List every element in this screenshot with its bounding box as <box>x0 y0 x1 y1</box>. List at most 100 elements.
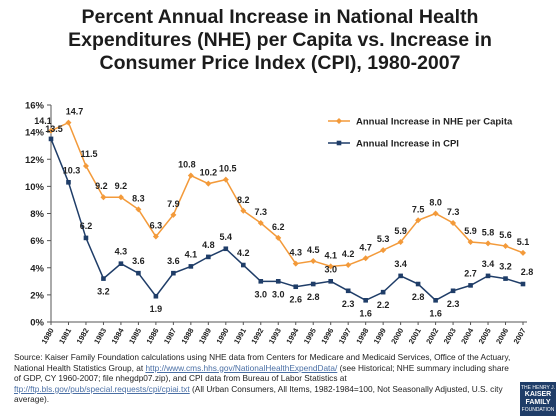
data-point <box>240 262 246 268</box>
data-label: 2.3 <box>342 299 355 309</box>
data-point <box>380 289 386 295</box>
data-label: 1.9 <box>150 304 163 314</box>
data-label: 7.9 <box>167 199 180 209</box>
data-label: 3.6 <box>167 256 180 266</box>
data-point <box>100 194 107 201</box>
data-label: 10.3 <box>63 165 81 175</box>
data-point <box>258 279 264 284</box>
x-tick-label: 2005 <box>477 327 493 346</box>
data-label: 2.8 <box>521 267 534 277</box>
data-label: 7.3 <box>255 207 268 217</box>
data-point <box>292 260 299 267</box>
x-tick-label: 1999 <box>372 327 388 346</box>
x-tick-label: 1995 <box>302 327 318 346</box>
legend-label: Annual Increase in NHE per Capita <box>356 117 513 128</box>
x-tick-label: 1987 <box>162 327 178 346</box>
legend-marker <box>336 140 342 146</box>
x-tick-label: 1996 <box>319 327 335 346</box>
data-point <box>485 240 492 247</box>
data-point <box>415 217 422 224</box>
data-label: 3.4 <box>482 259 495 269</box>
data-point <box>345 288 351 294</box>
data-point <box>398 273 403 279</box>
data-label: 4.1 <box>185 249 198 259</box>
data-label: 4.3 <box>289 248 302 258</box>
data-label: 4.1 <box>324 250 337 260</box>
data-point <box>450 288 456 294</box>
data-label: 4.7 <box>359 242 372 252</box>
x-tick-label: 1992 <box>249 327 265 346</box>
y-tick-label: 16% <box>25 101 45 112</box>
data-point <box>467 238 474 245</box>
source-text-1: Source: Kaiser Family Foundation calcula… <box>14 352 511 373</box>
data-label: 2.6 <box>289 295 302 305</box>
data-label: 5.6 <box>499 230 512 240</box>
x-tick-label: 1982 <box>75 327 91 346</box>
source-text-3: (All Urban Consumers, All Items, 1982-19… <box>14 383 503 405</box>
data-point <box>310 257 317 264</box>
data-label: 2.8 <box>412 292 425 302</box>
y-tick-label: 4% <box>30 263 44 274</box>
data-point <box>118 261 124 266</box>
data-point <box>275 279 281 284</box>
data-label: 8.3 <box>132 193 145 203</box>
x-tick-label: 2003 <box>442 327 458 346</box>
data-point <box>362 255 369 262</box>
data-point <box>222 176 229 183</box>
data-point <box>136 270 141 276</box>
data-label: 6.3 <box>150 221 163 231</box>
y-tick-label: 14% <box>25 128 45 139</box>
data-point <box>503 276 508 281</box>
data-point <box>65 119 72 126</box>
data-point <box>275 234 282 241</box>
data-label: 11.5 <box>80 149 97 159</box>
data-label: 5.4 <box>220 232 233 242</box>
x-tick-label: 1998 <box>354 327 370 346</box>
data-point <box>345 262 352 269</box>
data-label: 10.2 <box>200 168 218 178</box>
data-label: 6.2 <box>272 222 285 232</box>
data-label: 2.8 <box>307 292 320 302</box>
x-tick-label: 1980 <box>40 327 56 346</box>
data-point <box>327 263 334 270</box>
data-label: 5.9 <box>464 226 477 236</box>
data-label: 3.6 <box>132 256 145 266</box>
data-point <box>188 264 194 269</box>
data-point <box>187 172 194 179</box>
data-label: 10.8 <box>178 160 196 170</box>
source-link-cms[interactable]: http://www.cms.hhs.gov/NationalHealthExp… <box>145 362 338 373</box>
data-point <box>117 194 124 201</box>
data-label: 3.0 <box>255 289 268 299</box>
x-tick-label: 2002 <box>424 327 440 346</box>
data-point <box>485 273 491 279</box>
data-label: 6.2 <box>80 221 93 231</box>
x-tick-label: 1983 <box>92 327 108 346</box>
data-point <box>48 136 54 142</box>
x-tick-label: 1993 <box>267 327 283 346</box>
data-label: 4.2 <box>342 249 355 259</box>
data-point <box>363 298 368 303</box>
data-label: 3.4 <box>394 259 407 269</box>
data-label: 4.2 <box>237 248 250 258</box>
data-point <box>205 180 212 187</box>
data-label: 7.5 <box>412 204 425 214</box>
series-line-1 <box>50 138 524 302</box>
data-label: 5.9 <box>394 226 407 236</box>
data-point <box>415 281 421 287</box>
data-label: 3.2 <box>499 262 512 272</box>
data-label: 5.1 <box>517 237 530 247</box>
data-point <box>101 276 106 281</box>
chart-title-line-2: Expenditures (NHE) per Capita vs. Increa… <box>68 29 492 51</box>
x-tick-label: 1994 <box>284 326 301 346</box>
data-point <box>257 219 264 226</box>
data-label: 8.0 <box>429 198 442 208</box>
data-point <box>293 284 299 290</box>
kaiser-logo: THE HENRY J. KAISER FAMILY FOUNDATION <box>520 382 556 416</box>
logo-line-3: FAMILY <box>525 399 551 406</box>
data-label: 4.3 <box>115 247 128 257</box>
source-link-bls[interactable]: ftp://ftp.bls.gov/pub/special.requests/c… <box>14 383 190 394</box>
x-tick-label: 1986 <box>144 327 160 346</box>
data-point <box>152 233 159 240</box>
data-point <box>380 247 387 254</box>
series-line-0 <box>50 121 524 268</box>
